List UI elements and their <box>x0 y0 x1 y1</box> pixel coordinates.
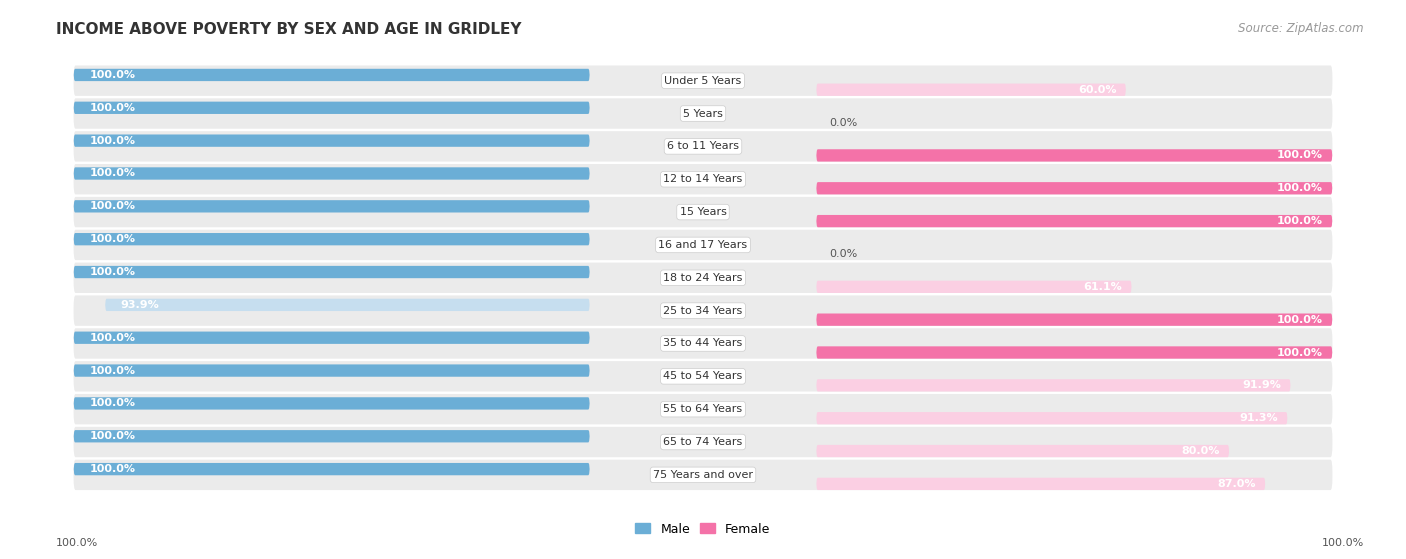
Text: 16 and 17 Years: 16 and 17 Years <box>658 240 748 250</box>
Text: 100.0%: 100.0% <box>1277 348 1323 358</box>
FancyBboxPatch shape <box>73 197 1333 228</box>
FancyBboxPatch shape <box>73 230 1333 260</box>
Text: 100.0%: 100.0% <box>90 267 135 277</box>
Text: 100.0%: 100.0% <box>1277 216 1323 226</box>
Text: 75 Years and over: 75 Years and over <box>652 470 754 480</box>
FancyBboxPatch shape <box>73 463 589 475</box>
FancyBboxPatch shape <box>73 135 589 147</box>
FancyBboxPatch shape <box>73 459 1333 490</box>
FancyBboxPatch shape <box>73 361 1333 391</box>
Text: 100.0%: 100.0% <box>1277 183 1323 193</box>
Text: 15 Years: 15 Years <box>679 207 727 217</box>
Text: 100.0%: 100.0% <box>90 366 135 376</box>
Legend: Male, Female: Male, Female <box>630 518 776 541</box>
Text: 35 to 44 Years: 35 to 44 Years <box>664 338 742 348</box>
FancyBboxPatch shape <box>817 314 1333 326</box>
FancyBboxPatch shape <box>817 83 1126 96</box>
Text: 100.0%: 100.0% <box>1277 150 1323 160</box>
FancyBboxPatch shape <box>817 445 1229 457</box>
FancyBboxPatch shape <box>817 412 1288 424</box>
Text: 100.0%: 100.0% <box>90 136 135 146</box>
FancyBboxPatch shape <box>73 167 589 179</box>
Text: Source: ZipAtlas.com: Source: ZipAtlas.com <box>1239 22 1364 35</box>
Text: Under 5 Years: Under 5 Years <box>665 75 741 86</box>
Text: 45 to 54 Years: 45 to 54 Years <box>664 371 742 381</box>
Text: 5 Years: 5 Years <box>683 108 723 119</box>
FancyBboxPatch shape <box>73 328 1333 359</box>
FancyBboxPatch shape <box>817 182 1333 195</box>
FancyBboxPatch shape <box>73 266 589 278</box>
Text: 100.0%: 100.0% <box>90 399 135 409</box>
Text: 91.3%: 91.3% <box>1240 413 1278 423</box>
Text: 100.0%: 100.0% <box>56 538 98 548</box>
Text: 65 to 74 Years: 65 to 74 Years <box>664 437 742 447</box>
FancyBboxPatch shape <box>73 430 589 442</box>
FancyBboxPatch shape <box>73 98 1333 129</box>
Text: 12 to 14 Years: 12 to 14 Years <box>664 174 742 184</box>
FancyBboxPatch shape <box>105 299 589 311</box>
Text: 91.9%: 91.9% <box>1243 380 1281 390</box>
Text: 55 to 64 Years: 55 to 64 Years <box>664 404 742 414</box>
FancyBboxPatch shape <box>73 65 1333 96</box>
FancyBboxPatch shape <box>73 364 589 377</box>
Text: 61.1%: 61.1% <box>1084 282 1122 292</box>
Text: 100.0%: 100.0% <box>90 168 135 178</box>
Text: 87.0%: 87.0% <box>1218 479 1256 489</box>
Text: 60.0%: 60.0% <box>1078 85 1116 94</box>
FancyBboxPatch shape <box>73 102 589 114</box>
Text: 100.0%: 100.0% <box>90 333 135 343</box>
FancyBboxPatch shape <box>73 233 589 245</box>
Text: 100.0%: 100.0% <box>90 70 135 80</box>
Text: 25 to 34 Years: 25 to 34 Years <box>664 306 742 316</box>
Text: 18 to 24 Years: 18 to 24 Years <box>664 273 742 283</box>
FancyBboxPatch shape <box>73 164 1333 195</box>
Text: 100.0%: 100.0% <box>1322 538 1364 548</box>
FancyBboxPatch shape <box>817 215 1333 228</box>
FancyBboxPatch shape <box>73 69 589 81</box>
Text: 100.0%: 100.0% <box>1277 315 1323 325</box>
Text: 100.0%: 100.0% <box>90 464 135 474</box>
Text: 100.0%: 100.0% <box>90 234 135 244</box>
FancyBboxPatch shape <box>73 296 1333 326</box>
FancyBboxPatch shape <box>73 131 1333 162</box>
FancyBboxPatch shape <box>73 397 589 410</box>
FancyBboxPatch shape <box>817 149 1333 162</box>
Text: 80.0%: 80.0% <box>1181 446 1219 456</box>
Text: 6 to 11 Years: 6 to 11 Years <box>666 141 740 151</box>
FancyBboxPatch shape <box>817 281 1132 293</box>
FancyBboxPatch shape <box>73 331 589 344</box>
FancyBboxPatch shape <box>73 427 1333 457</box>
FancyBboxPatch shape <box>817 379 1291 391</box>
Text: 100.0%: 100.0% <box>90 201 135 211</box>
Text: 0.0%: 0.0% <box>830 249 858 259</box>
Text: 100.0%: 100.0% <box>90 103 135 113</box>
Text: 0.0%: 0.0% <box>830 117 858 127</box>
FancyBboxPatch shape <box>817 478 1265 490</box>
FancyBboxPatch shape <box>73 263 1333 293</box>
FancyBboxPatch shape <box>73 200 589 212</box>
FancyBboxPatch shape <box>73 394 1333 424</box>
Text: 100.0%: 100.0% <box>90 431 135 441</box>
Text: 93.9%: 93.9% <box>121 300 160 310</box>
FancyBboxPatch shape <box>817 347 1333 359</box>
Text: INCOME ABOVE POVERTY BY SEX AND AGE IN GRIDLEY: INCOME ABOVE POVERTY BY SEX AND AGE IN G… <box>56 22 522 37</box>
